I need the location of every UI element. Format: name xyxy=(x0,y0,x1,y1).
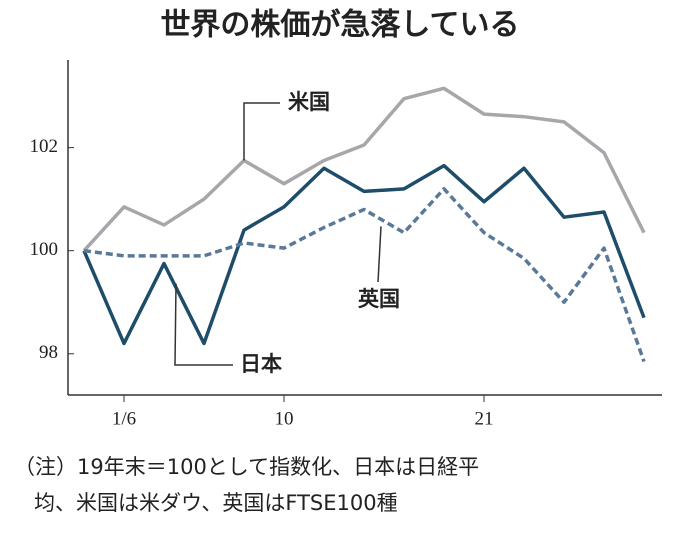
leader-line xyxy=(377,226,382,283)
series-label: 米国 xyxy=(288,90,330,114)
leader-line xyxy=(243,102,280,161)
y-tick-label: 102 xyxy=(30,136,59,157)
series-label: 日本 xyxy=(240,352,282,376)
x-tick-label: 10 xyxy=(275,408,294,429)
y-tick-label: 98 xyxy=(39,342,58,363)
x-tick-label: 21 xyxy=(475,408,494,429)
chart-title: 世界の株価が急落している xyxy=(160,8,519,43)
note: 均、米国は米ダウ、英国はFTSE100種 xyxy=(34,491,398,515)
leader-line xyxy=(174,283,233,366)
series-line xyxy=(83,187,646,363)
x-tick-label: 1/6 xyxy=(112,408,136,429)
series-line xyxy=(82,86,646,252)
series-line xyxy=(82,163,646,346)
series-label: 英国 xyxy=(358,287,400,311)
y-tick-label: 100 xyxy=(30,239,59,260)
note: （注）19年末＝100として指数化、日本は日経平 xyxy=(14,455,479,479)
